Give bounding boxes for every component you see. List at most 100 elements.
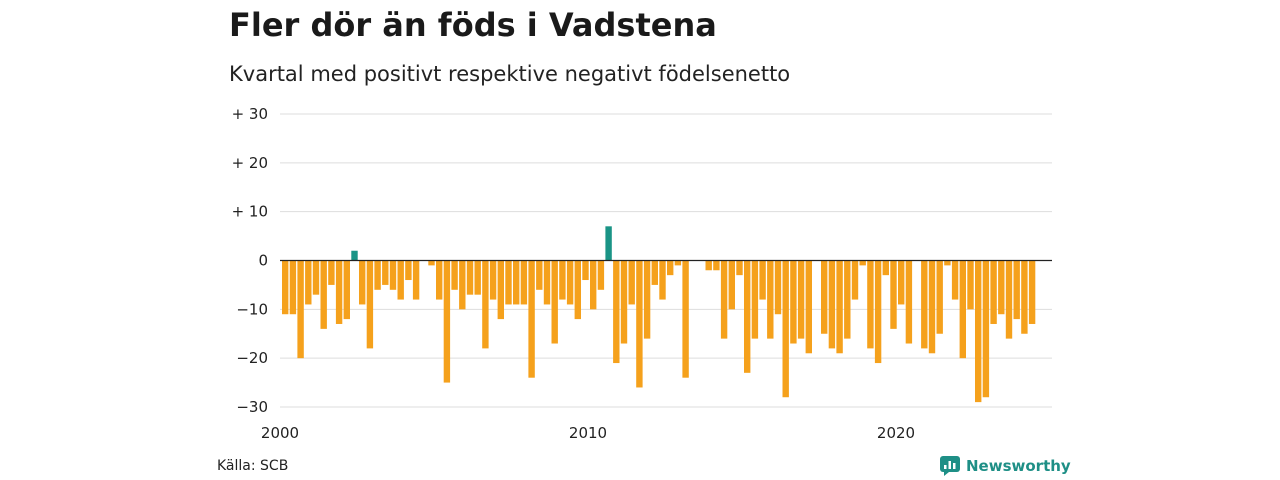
bar-negative <box>667 260 674 276</box>
bar-negative <box>928 260 936 354</box>
bar-negative <box>921 260 928 349</box>
bar-negative <box>389 260 397 290</box>
bar-negative <box>289 260 297 315</box>
bar-negative <box>359 260 366 305</box>
bar-negative <box>882 260 889 276</box>
bar-negative <box>959 260 966 359</box>
y-tick-label: −30 <box>236 398 268 416</box>
bar-negative <box>659 260 666 300</box>
bar-negative <box>990 260 997 324</box>
bar-negative <box>1005 260 1013 339</box>
bar-negative <box>320 260 327 329</box>
brand-logo: Newsworthy <box>940 456 1071 476</box>
bar-negative <box>682 260 689 378</box>
bar-negative <box>643 260 651 339</box>
bar-negative <box>443 260 451 383</box>
bar-positive <box>605 226 612 261</box>
bar-negative <box>951 260 959 300</box>
bar-negative <box>297 260 304 359</box>
bar-negative <box>474 260 481 295</box>
bar-negative <box>874 260 882 364</box>
bar-negative <box>466 260 474 295</box>
bar-negative <box>890 260 897 329</box>
bar-negative <box>505 260 512 305</box>
y-axis-labels: + 30 + 20 + 10 0 −10 −20 −30 <box>232 105 268 416</box>
bar-negative <box>774 260 782 315</box>
bar-negative <box>343 260 350 320</box>
bar-negative <box>382 260 389 285</box>
bar-negative <box>574 260 581 320</box>
chart-subtitle: Kvartal med positivt respektive negativt… <box>229 62 791 86</box>
y-tick-label: 0 <box>258 252 268 270</box>
bar-negative <box>628 260 635 305</box>
bar-negative <box>528 260 535 378</box>
bar-negative <box>759 260 766 300</box>
bar-negative <box>720 260 728 339</box>
bar-negative <box>597 260 605 290</box>
y-tick-label: + 20 <box>232 154 268 172</box>
x-axis-labels: 2000 2010 2020 <box>261 424 915 442</box>
bar-negative <box>782 260 789 398</box>
bar-negative <box>613 260 620 364</box>
bar-negative <box>967 260 974 310</box>
bar-negative <box>975 260 982 403</box>
bar-negative <box>944 260 951 266</box>
bars <box>282 226 1036 403</box>
newsworthy-logo-icon <box>940 456 960 476</box>
bar-negative <box>282 260 289 315</box>
bar-negative <box>705 260 712 271</box>
bar-negative <box>751 260 759 339</box>
bar-negative <box>374 260 381 290</box>
bar-negative <box>998 260 1005 315</box>
bar-negative <box>559 260 566 300</box>
y-tick-label: + 10 <box>232 203 268 221</box>
bar-negative <box>713 260 720 271</box>
bar-negative <box>536 260 543 290</box>
source-note: Källa: SCB <box>217 458 289 474</box>
bar-negative <box>736 260 743 276</box>
bar-negative <box>936 260 943 334</box>
x-tick-label: 2010 <box>569 424 607 442</box>
bar-negative <box>1021 260 1028 334</box>
bar-negative <box>397 260 404 300</box>
bar-negative <box>335 260 343 324</box>
bar-negative <box>767 260 774 339</box>
y-tick-label: −10 <box>236 300 268 318</box>
bar-negative <box>905 260 913 344</box>
bar-negative <box>728 260 735 310</box>
bar-negative <box>482 260 489 349</box>
bar-negative <box>459 260 466 310</box>
y-tick-label: + 30 <box>232 105 268 123</box>
bar-negative <box>497 260 504 320</box>
x-tick-label: 2020 <box>877 424 915 442</box>
bar-negative <box>436 260 443 300</box>
bar-negative <box>451 260 458 290</box>
chart-title: Fler dör än föds i Vadstena <box>229 6 717 44</box>
bar-negative <box>405 260 412 281</box>
bar-negative <box>836 260 843 354</box>
bar-negative <box>851 260 859 300</box>
bar-negative <box>582 260 589 281</box>
bar-negative <box>1028 260 1036 324</box>
bar-positive <box>351 250 358 261</box>
bar-negative <box>636 260 643 388</box>
bar-negative <box>328 260 335 285</box>
bar-negative <box>859 260 866 266</box>
bar-negative <box>790 260 797 344</box>
bar-negative <box>805 260 812 354</box>
bar-negative <box>312 260 320 295</box>
bar-negative <box>744 260 751 373</box>
bar-negative <box>513 260 520 305</box>
bar-negative <box>867 260 874 349</box>
bar-negative <box>898 260 905 305</box>
bar-negative <box>828 260 836 349</box>
bar-negative <box>797 260 805 339</box>
y-tick-label: −20 <box>236 349 268 367</box>
bar-negative <box>428 260 435 266</box>
bar-negative <box>489 260 497 300</box>
bar-negative <box>620 260 628 344</box>
bar-negative <box>651 260 658 285</box>
bar-negative <box>543 260 551 305</box>
bar-negative <box>821 260 828 334</box>
brand-name: Newsworthy <box>966 457 1071 475</box>
